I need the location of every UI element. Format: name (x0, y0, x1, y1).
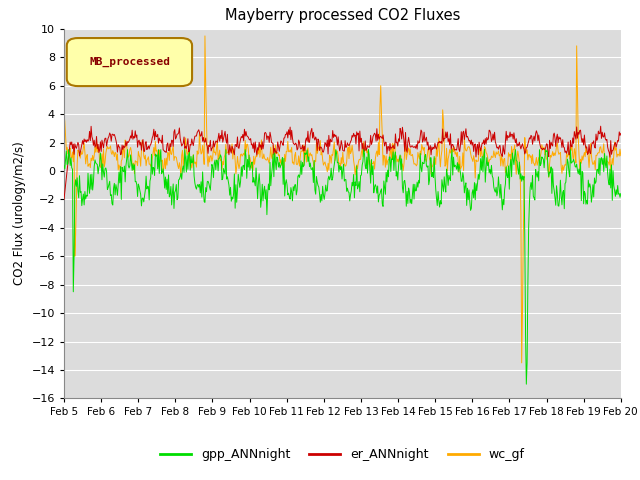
FancyBboxPatch shape (67, 38, 192, 86)
Y-axis label: CO2 Flux (urology/m2/s): CO2 Flux (urology/m2/s) (13, 142, 26, 286)
Title: Mayberry processed CO2 Fluxes: Mayberry processed CO2 Fluxes (225, 9, 460, 24)
Text: MB_processed: MB_processed (89, 57, 170, 67)
Legend: gpp_ANNnight, er_ANNnight, wc_gf: gpp_ANNnight, er_ANNnight, wc_gf (155, 443, 530, 466)
